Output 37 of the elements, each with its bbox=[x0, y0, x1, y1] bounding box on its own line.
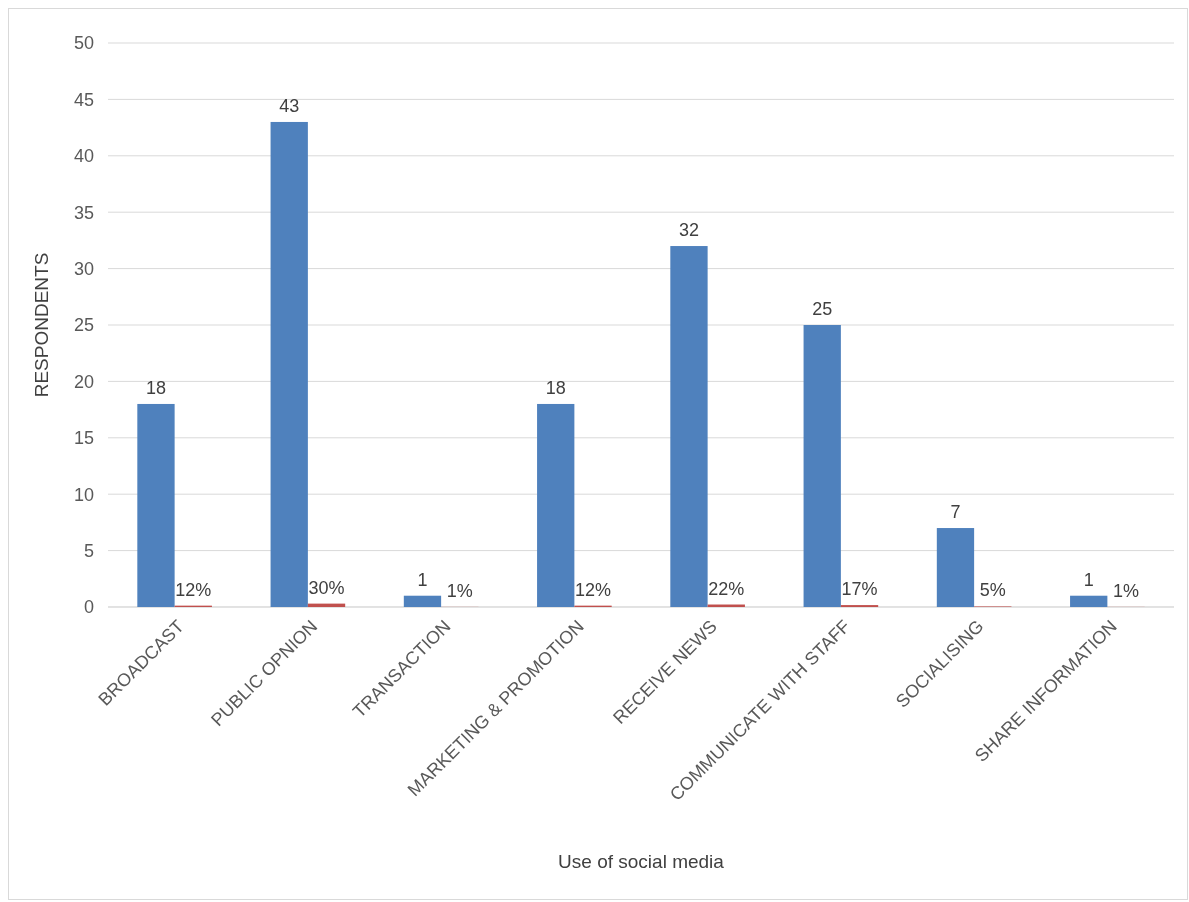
y-tick-label: 5 bbox=[83, 540, 94, 561]
y-tick-label: 25 bbox=[73, 315, 94, 336]
x-axis-title: Use of social media bbox=[558, 851, 725, 872]
data-label: 32 bbox=[678, 220, 699, 241]
data-label: 1% bbox=[446, 580, 473, 601]
data-label: 25 bbox=[812, 299, 833, 319]
data-label: 1% bbox=[1113, 580, 1140, 601]
bar bbox=[936, 528, 975, 607]
bar bbox=[403, 595, 442, 607]
bar bbox=[537, 403, 575, 607]
data-label: 12% bbox=[175, 579, 212, 600]
y-tick-label: 45 bbox=[73, 89, 94, 110]
data-label: 1 bbox=[417, 569, 428, 590]
data-label: 18 bbox=[145, 377, 166, 398]
y-axis-title: RESPONDENTS bbox=[31, 252, 52, 398]
data-label: 1 bbox=[1083, 569, 1094, 590]
bar bbox=[1070, 595, 1108, 607]
data-label: 5% bbox=[979, 580, 1006, 601]
data-label: 18 bbox=[545, 377, 566, 398]
y-tick-label: 50 bbox=[73, 33, 94, 54]
y-tick-label: 0 bbox=[83, 597, 94, 618]
y-tick-label: 40 bbox=[73, 146, 94, 167]
y-tick-label: 10 bbox=[73, 484, 94, 505]
y-tick-label: 30 bbox=[73, 258, 94, 279]
data-label: 43 bbox=[279, 95, 300, 116]
data-label: 17% bbox=[841, 579, 878, 600]
bar bbox=[137, 403, 175, 607]
data-label: 12% bbox=[575, 579, 612, 600]
y-tick-label: 35 bbox=[73, 202, 94, 223]
bar bbox=[270, 121, 308, 607]
data-label: 7 bbox=[950, 502, 961, 523]
y-tick-label: 20 bbox=[73, 371, 94, 392]
y-tick-label: 15 bbox=[73, 428, 94, 449]
data-label: 30% bbox=[308, 577, 345, 598]
data-label: 22% bbox=[708, 578, 745, 599]
bar bbox=[803, 325, 841, 607]
bar bbox=[670, 246, 708, 607]
